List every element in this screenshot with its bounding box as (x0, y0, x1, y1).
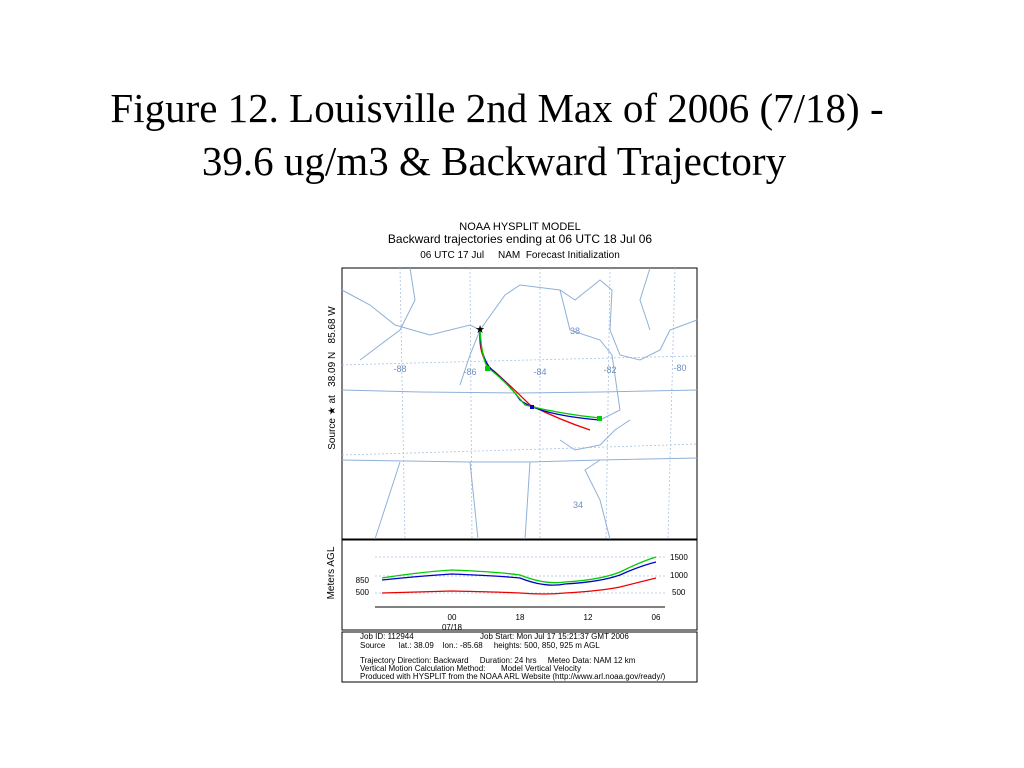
figure-header: Backward trajectories ending at 06 UTC 1… (388, 232, 652, 246)
footer-line: Job ID: 112944 (360, 632, 414, 641)
footer-box (341, 631, 698, 683)
source-label: Source ★ at 38.09 N 85.68 W (327, 306, 338, 450)
figure-header: 06 UTC 17 Jul NAM Forecast Initializatio… (420, 250, 620, 261)
x-label: 06 (652, 613, 661, 622)
title-line: Figure 12. Louisville 2nd Max of 2006 (7… (110, 85, 883, 131)
map-label: -86 (463, 367, 476, 377)
map-label: 34 (573, 500, 583, 510)
map-label: -82 (603, 365, 616, 375)
map-label: -88 (393, 364, 406, 374)
left-label: 500 (356, 588, 370, 597)
right-label: 500 (672, 588, 686, 597)
right-label: 1500 (670, 553, 688, 562)
trajectories: ★ (475, 324, 602, 431)
map-label: -84 (533, 367, 546, 377)
map (341, 267, 698, 540)
source-star: ★ (475, 324, 485, 336)
footer-line: Job Start: Mon Jul 17 15:21:37 GMT 2006 (480, 632, 629, 641)
map-labels: -88 -86 -84 -82 -80 38 34 (393, 326, 686, 510)
right-label: 1000 (670, 571, 688, 580)
x-label: 18 (516, 613, 525, 622)
title-line: 39.6 ug/m3 & Backward Trajectory (202, 138, 787, 184)
footer-line: Source lat.: 38.09 lon.: -85.68 heights:… (360, 641, 600, 650)
footer-line: Vertical Motion Calculation Method: Mode… (360, 664, 581, 673)
footer-line: Trajectory Direction: Backward Duration:… (360, 656, 636, 665)
x-label: 00 (448, 613, 457, 622)
x-label: 12 (584, 613, 593, 622)
map-label: -80 (673, 363, 686, 373)
footer-line: Produced with HYSPLIT from the NOAA ARL … (360, 672, 666, 681)
height-panel (341, 539, 698, 631)
date-label: 07/18 (442, 623, 463, 632)
figure-header: NOAA HYSPLIT MODEL (459, 221, 580, 233)
height-axis-title: Meters AGL (326, 546, 337, 599)
map-label: 38 (570, 326, 580, 336)
left-label: 850 (356, 576, 370, 585)
